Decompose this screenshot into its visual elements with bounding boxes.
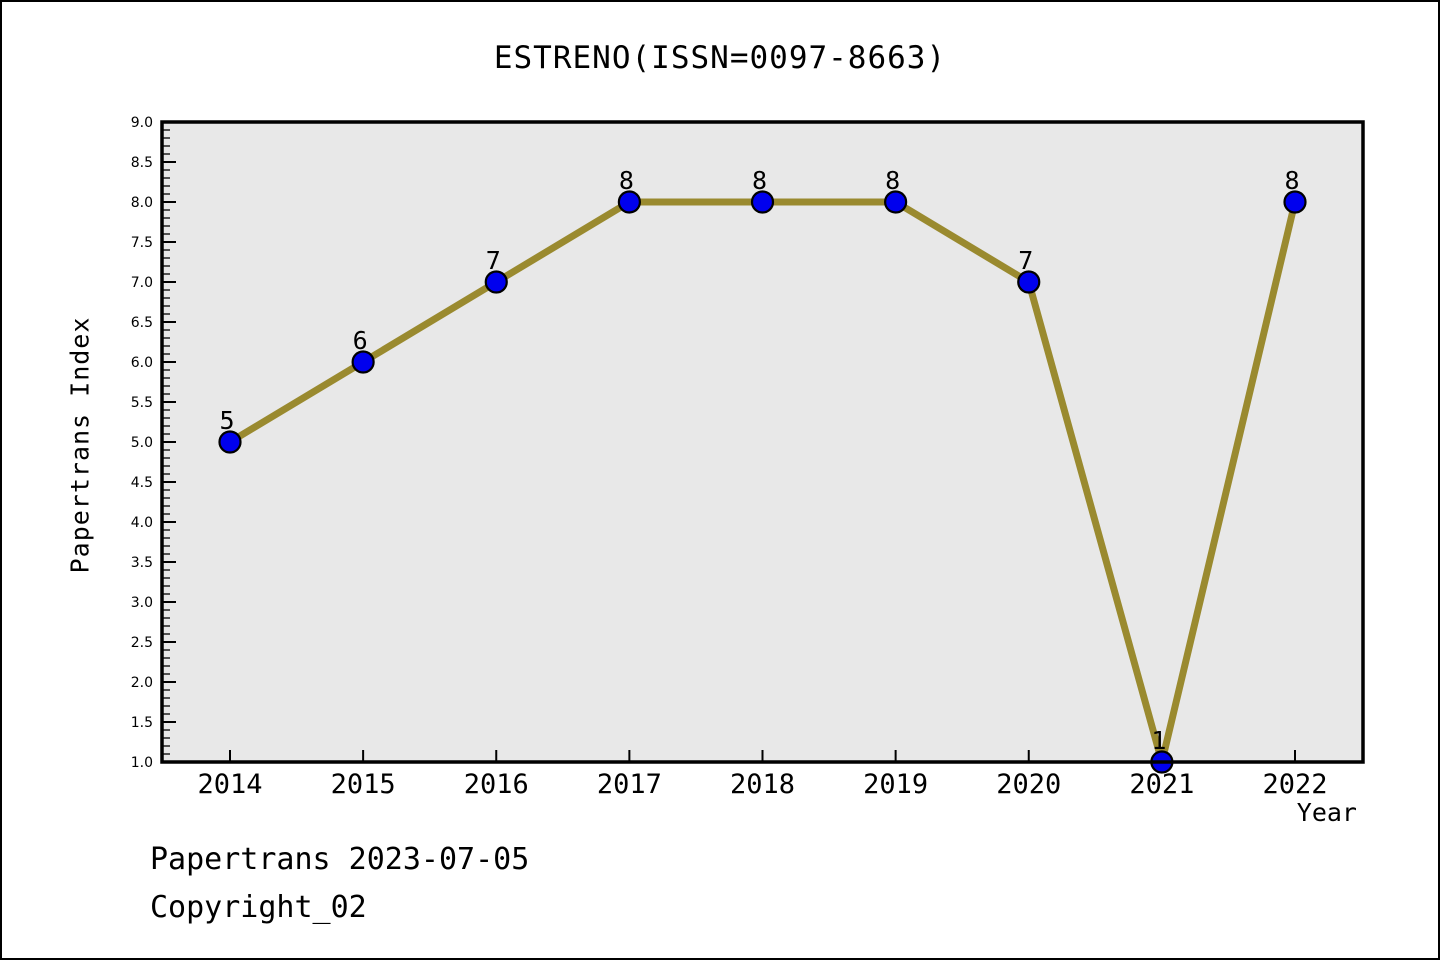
y-tick-label: 1.5 (131, 715, 153, 731)
x-tick-label: 2021 (1129, 769, 1194, 800)
point-label: 7 (486, 246, 501, 275)
point-label: 8 (1284, 166, 1299, 195)
x-axis-title: Year (1296, 798, 1357, 827)
chart-title: ESTRENO(ISSN=0097-8663) (493, 40, 947, 76)
point-label: 7 (1018, 246, 1033, 275)
y-tick-label: 7.5 (131, 235, 153, 251)
y-tick-label: 1.0 (131, 755, 153, 771)
point-label: 8 (885, 166, 900, 195)
point-label: 1 (1151, 726, 1166, 755)
footer-watermark: Papertrans 2023-07-05 (150, 842, 530, 877)
y-tick-label: 3.0 (131, 595, 153, 611)
y-tick-label: 8.5 (131, 155, 153, 171)
point-label: 8 (752, 166, 767, 195)
point-label: 8 (619, 166, 634, 195)
y-tick-label: 8.0 (131, 195, 153, 211)
x-tick-label: 2019 (863, 769, 928, 800)
data-point (218, 430, 242, 454)
y-tick-label: 3.5 (131, 555, 153, 571)
x-tick-label: 2017 (597, 769, 662, 800)
y-tick-label: 2.5 (131, 635, 153, 651)
x-tick-label: 2014 (197, 769, 262, 800)
data-point (884, 190, 908, 214)
data-point (1283, 190, 1307, 214)
x-tick-label: 2022 (1262, 769, 1327, 800)
plot-frame (160, 120, 1365, 764)
footer-copyright: Copyright_02 (150, 890, 367, 925)
data-point (1017, 270, 1041, 294)
y-tick-label: 7.0 (131, 275, 153, 291)
y-tick-label: 2.0 (131, 675, 153, 691)
data-point (484, 270, 508, 294)
point-label: 5 (219, 406, 234, 435)
y-tick-label: 4.0 (131, 515, 153, 531)
x-tick-label: 2016 (464, 769, 529, 800)
data-point (617, 190, 641, 214)
y-tick-label: 5.0 (131, 435, 153, 451)
y-tick-label: 4.5 (131, 475, 153, 491)
y-tick-label: 5.5 (131, 395, 153, 411)
x-tick-label: 2020 (996, 769, 1061, 800)
plot-area (162, 122, 1363, 762)
y-tick-label: 9.0 (131, 115, 153, 131)
x-tick-label: 2018 (730, 769, 795, 800)
data-point (750, 190, 775, 214)
point-label: 6 (353, 326, 368, 355)
data-point (351, 350, 375, 374)
x-tick-label: 2015 (331, 769, 396, 800)
y-tick-label: 6.0 (131, 355, 153, 371)
y-tick-label: 6.5 (131, 315, 153, 331)
